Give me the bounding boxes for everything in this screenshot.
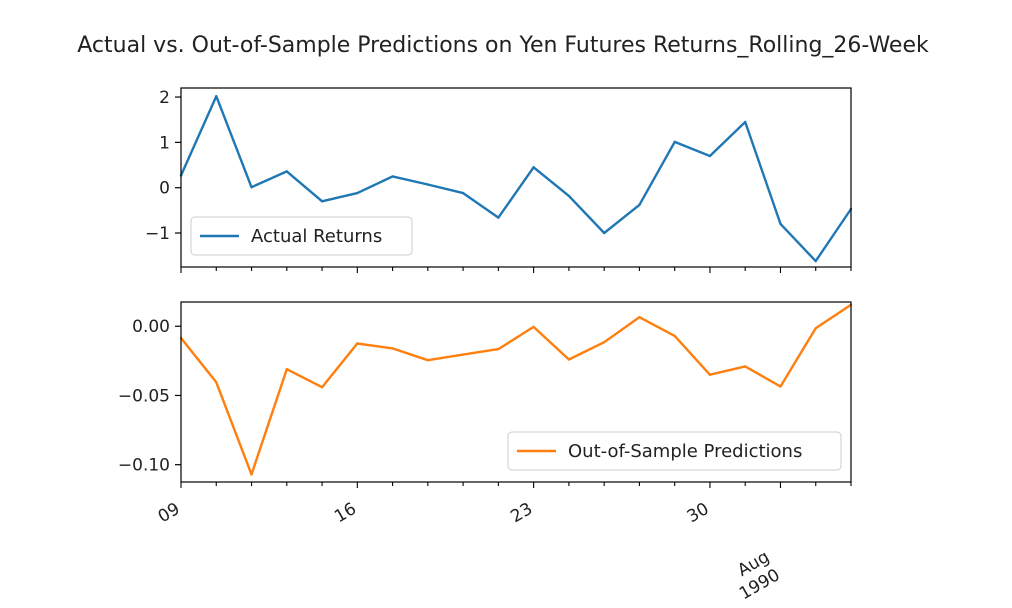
legend-label-1: Actual Returns	[251, 226, 382, 247]
data-point-2-11	[567, 358, 571, 361]
y-tick-label-2-0: 0.00	[132, 317, 170, 337]
legend-label-2: Out-of-Sample Predictions	[568, 441, 802, 462]
data-point-1-3	[285, 170, 288, 173]
series-line-2-1	[180, 303, 852, 476]
series-line-1-1	[179, 94, 852, 263]
data-point-2-13	[638, 316, 641, 319]
data-point-1-11	[567, 194, 571, 198]
data-point-2-17	[779, 385, 782, 388]
chart-title: Actual vs. Out-of-Sample Predictions on …	[77, 33, 929, 58]
data-point-2-12	[603, 341, 606, 344]
data-point-2-3	[285, 368, 288, 371]
y-tick-label-2-1: −0.05	[118, 386, 170, 406]
data-point-1-9	[497, 216, 500, 219]
data-point-1-6	[391, 175, 394, 178]
y-tick-label-1-2: 0	[159, 179, 170, 199]
data-point-1-4	[320, 200, 324, 203]
data-point-1-14	[673, 140, 676, 144]
subplot-1: 2 1 0 −1 Actual Returns	[145, 87, 853, 273]
data-point-1-5	[356, 191, 359, 195]
axes-frame-1	[180, 87, 852, 268]
data-point-2-7	[426, 359, 429, 362]
legend-2: Out-of-Sample Predictions	[507, 431, 842, 471]
legend-box-2	[507, 431, 842, 471]
data-point-2-2	[250, 473, 253, 476]
y-tick-label-1-1: 1	[159, 133, 170, 153]
legend-1: Actual Returns	[190, 216, 413, 256]
data-point-2-18	[814, 327, 817, 330]
data-point-2-5	[356, 342, 359, 345]
data-point-2-9	[497, 347, 500, 351]
data-point-2-8	[461, 353, 465, 356]
data-point-1-8	[461, 191, 465, 195]
data-point-2-4	[320, 386, 324, 389]
y-tick-label-2-2: −0.10	[118, 456, 170, 476]
y-tick-label-1-3: −1	[145, 224, 170, 244]
data-point-1-1	[215, 95, 218, 98]
data-point-1-10	[532, 166, 535, 169]
data-point-2-14	[673, 334, 676, 338]
data-point-1-7	[426, 183, 429, 186]
data-point-1-17	[779, 222, 782, 226]
data-point-1-13	[638, 203, 641, 207]
data-point-1-15	[708, 154, 712, 158]
legend-box-1	[190, 216, 413, 256]
data-point-2-16	[744, 365, 747, 368]
data-point-2-1	[215, 381, 218, 384]
data-point-2-15	[708, 373, 712, 376]
data-point-2-6	[391, 347, 394, 350]
data-point-1-2	[250, 186, 253, 189]
data-point-1-18	[814, 259, 817, 263]
axes-frame-2	[180, 301, 852, 483]
y-tick-label-1-0: 2	[159, 88, 170, 108]
data-point-1-12	[603, 231, 606, 235]
data-point-1-16	[744, 120, 747, 124]
data-point-2-10	[532, 325, 535, 329]
